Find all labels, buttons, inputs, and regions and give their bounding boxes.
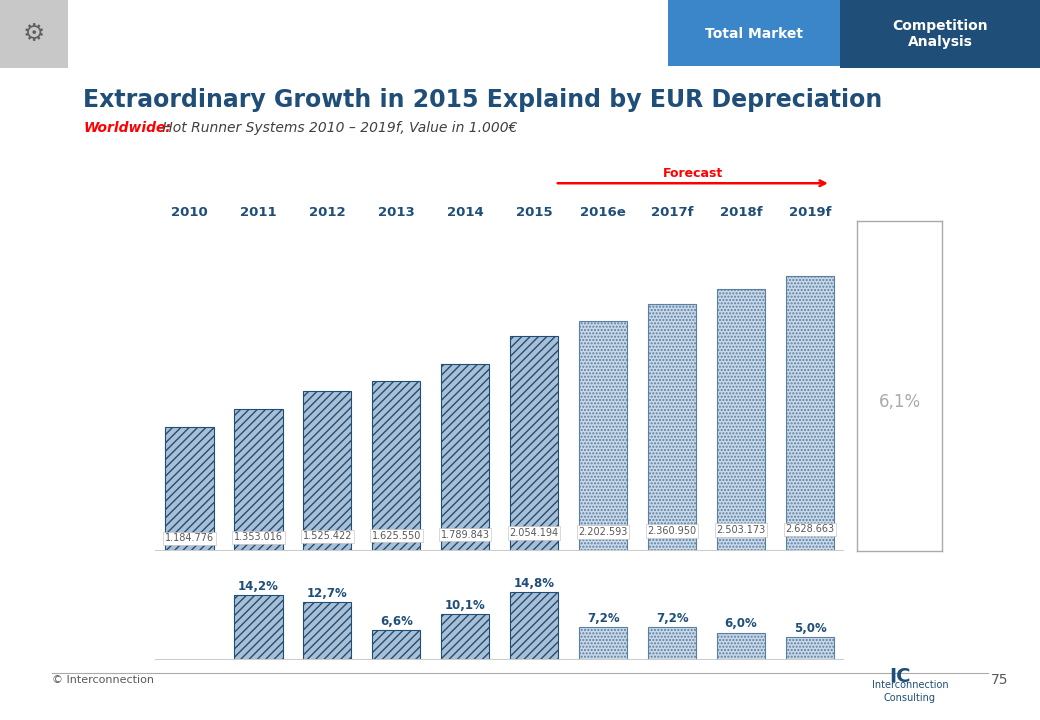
Bar [717,633,765,660]
Bar [441,364,490,551]
Bar [668,0,840,66]
Bar [840,0,1040,68]
Text: 2018f: 2018f [720,206,762,219]
Text: 2.202.593: 2.202.593 [578,527,628,537]
Text: 6,6%: 6,6% [380,615,413,628]
Text: Interconnection
Consulting: Interconnection Consulting [872,680,948,703]
Text: Forecast: Forecast [662,166,723,179]
Bar [304,602,352,660]
Text: 2011: 2011 [240,206,277,219]
Text: 2017f: 2017f [651,206,694,219]
Text: Value in
1.000 €: Value in 1.000 € [38,402,107,435]
Text: 6,1%: 6,1% [879,393,920,411]
Text: 2.054.194: 2.054.194 [510,528,558,538]
Bar [372,630,420,660]
Bar [579,627,627,660]
Bar [0,0,68,68]
Text: 2.628.663: 2.628.663 [785,524,834,534]
Text: Hot Runner Systems 2010 – 2019f, Value in 1.000€: Hot Runner Systems 2010 – 2019f, Value i… [158,121,518,135]
Text: 2015: 2015 [516,206,552,219]
Text: 1.625.550: 1.625.550 [371,531,421,541]
Text: 2016e: 2016e [580,206,626,219]
Bar [372,381,420,551]
Text: 6,0%: 6,0% [725,618,757,631]
Text: ⚙: ⚙ [23,22,45,46]
Text: 10,1%: 10,1% [445,598,486,612]
Text: Total Market: Total Market [705,27,803,41]
Text: 5,0%: 5,0% [794,622,827,635]
Text: 2012: 2012 [309,206,345,219]
Bar [579,320,627,551]
Bar [234,595,283,660]
Bar [786,637,834,660]
Bar [510,336,558,551]
Text: Extraordinary Growth in 2015 Explaind by EUR Depreciation: Extraordinary Growth in 2015 Explaind by… [83,88,883,112]
Text: 7,2%: 7,2% [656,612,688,625]
Bar [165,427,213,551]
Text: © Interconnection: © Interconnection [52,675,154,685]
Bar [510,593,558,660]
Text: 2010: 2010 [171,206,208,219]
Bar [648,627,696,660]
Text: 1.789.843: 1.789.843 [441,530,490,539]
Bar [441,614,490,660]
Text: 12,7%: 12,7% [307,587,347,600]
Text: 2013: 2013 [378,206,415,219]
Text: 1.184.776: 1.184.776 [165,534,214,544]
Text: 75: 75 [991,673,1009,688]
Text: 1.353.016: 1.353.016 [234,532,283,542]
Text: 14,2%: 14,2% [238,580,279,593]
Bar [304,392,352,551]
Text: IC: IC [889,667,910,686]
Bar [648,304,696,551]
Text: Worldwide:: Worldwide: [83,121,171,135]
Text: 7,2%: 7,2% [587,612,620,625]
Bar [786,276,834,551]
Text: 14,8%: 14,8% [514,577,554,590]
Bar [717,289,765,551]
Text: CAGR
16e-19f: CAGR 16e-19f [873,182,927,210]
Text: 2.360.950: 2.360.950 [648,526,697,536]
Text: 2.503.173: 2.503.173 [717,525,765,535]
Text: 2014: 2014 [447,206,484,219]
Bar [234,410,283,551]
Text: 1.525.422: 1.525.422 [303,531,353,541]
Text: Annual
Change in %: Annual Change in % [24,608,122,637]
Text: 2019f: 2019f [788,206,831,219]
Text: Competition
Analysis: Competition Analysis [892,19,988,49]
